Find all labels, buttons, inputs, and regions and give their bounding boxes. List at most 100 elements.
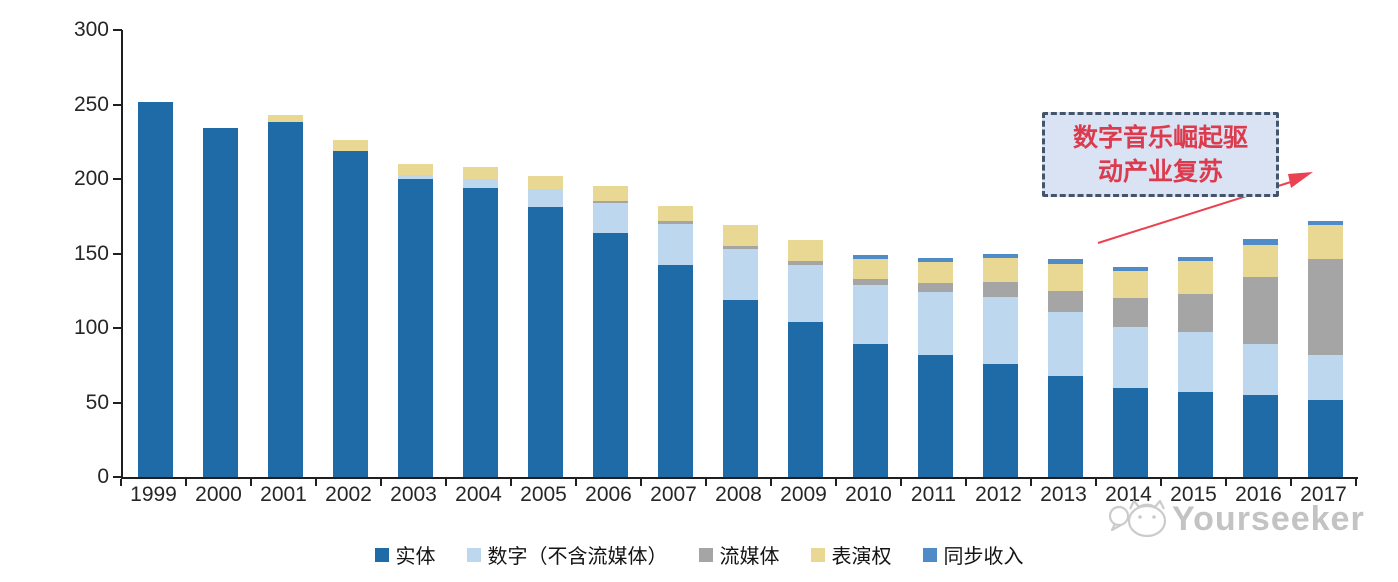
- x-axis-label-2001: 2001: [260, 483, 307, 506]
- bar-segment-sync: [1048, 259, 1083, 264]
- watermark-cat-logo-icon: [1108, 499, 1167, 538]
- bar-segment-physical: [528, 207, 563, 477]
- bar-segment-performance_rights: [723, 225, 758, 247]
- legend-swatch-digital_excl_streaming: [466, 547, 481, 562]
- bar-slot-2012: [968, 30, 1033, 477]
- bar-slot-1999: [123, 30, 188, 477]
- bar-slot-2002: [318, 30, 383, 477]
- bar-segment-performance_rights: [1178, 260, 1213, 294]
- bar-segment-digital_excl_streaming: [593, 202, 628, 233]
- legend-item-digital_excl_streaming: 数字（不含流媒体）: [466, 540, 668, 569]
- y-axis-tick: [113, 401, 122, 404]
- x-axis-tick: [575, 479, 577, 486]
- x-axis-tick: [640, 479, 642, 486]
- bar-segment-streaming: [983, 281, 1018, 297]
- bar-segment-performance_rights: [983, 258, 1018, 282]
- bar-slot-2014: [1098, 30, 1163, 477]
- stacked-bar-2002: [333, 140, 368, 477]
- x-axis-tick: [315, 479, 317, 486]
- legend-label-sync: 同步收入: [943, 544, 1024, 568]
- x-axis-label-2004: 2004: [455, 483, 502, 506]
- y-axis-tick: [113, 29, 122, 31]
- stacked-bar-2011: [918, 257, 953, 477]
- bar-segment-performance_rights: [853, 259, 888, 279]
- bar-segment-streaming: [1178, 293, 1213, 333]
- bar-segment-physical: [983, 363, 1018, 477]
- x-axis-label-2017: 2017: [1300, 483, 1347, 506]
- bar-slot-2008: [708, 30, 773, 477]
- x-axis-tick: [250, 479, 252, 486]
- bar-segment-streaming: [788, 260, 823, 266]
- x-axis-tick: [185, 479, 187, 486]
- legend-label-streaming: 流媒体: [719, 544, 780, 568]
- bar-segment-sync: [918, 257, 953, 263]
- bar-segment-physical: [918, 354, 953, 477]
- bar-segment-streaming: [723, 246, 758, 250]
- bar-segment-sync: [1308, 220, 1343, 226]
- bar-segment-physical: [268, 122, 303, 477]
- bar-segment-physical: [203, 128, 238, 477]
- x-axis-tick: [120, 479, 122, 486]
- stacked-bar-1999: [138, 101, 173, 477]
- bar-slot-2009: [773, 30, 838, 477]
- stacked-bar-2003: [398, 164, 433, 477]
- bar-slot-2005: [513, 30, 578, 477]
- legend-swatch-performance_rights: [810, 547, 825, 562]
- legend-swatch-sync: [922, 547, 937, 562]
- watermark-text: Yourseeker: [1172, 499, 1365, 538]
- x-axis-label-2015: 2015: [1170, 483, 1217, 506]
- bar-segment-physical: [1113, 387, 1148, 477]
- watermark: Yourseeker: [1106, 496, 1365, 542]
- bar-segment-performance_rights: [593, 186, 628, 202]
- bar-segment-digital_excl_streaming: [853, 284, 888, 345]
- x-axis-label-2008: 2008: [715, 483, 762, 506]
- legend-swatch-streaming: [698, 547, 713, 562]
- bar-segment-physical: [333, 150, 368, 477]
- x-axis-tick: [770, 479, 772, 486]
- bar-segment-digital_excl_streaming: [1243, 344, 1278, 396]
- y-axis-tick-label: 0: [97, 465, 109, 488]
- bar-segment-streaming: [658, 220, 693, 224]
- legend-label-performance_rights: 表演权: [831, 544, 892, 568]
- legend-swatch-physical: [374, 547, 389, 562]
- x-axis-tick: [1225, 479, 1227, 486]
- bar-segment-digital_excl_streaming: [1178, 332, 1213, 393]
- stacked-bar-2007: [658, 205, 693, 477]
- x-axis-label-2014: 2014: [1105, 483, 1152, 506]
- bar-slot-2001: [253, 30, 318, 477]
- bar-segment-performance_rights: [268, 114, 303, 123]
- annotation-text-line1: 数字音乐崛起驱: [1072, 122, 1248, 152]
- x-axis-label-2013: 2013: [1040, 483, 1087, 506]
- bar-segment-physical: [593, 232, 628, 477]
- x-axis-tick: [445, 479, 447, 486]
- bar-segment-physical: [1308, 399, 1343, 477]
- bar-slot-2013: [1033, 30, 1098, 477]
- x-axis-label-2012: 2012: [975, 483, 1022, 506]
- bar-segment-sync: [983, 253, 1018, 258]
- x-axis-label-2000: 2000: [195, 483, 242, 506]
- legend-label-physical: 实体: [395, 544, 436, 568]
- y-axis-tick: [113, 327, 122, 329]
- bar-slot-2010: [838, 30, 903, 477]
- x-axis-label-2011: 2011: [910, 483, 957, 506]
- x-axis-label-1999: 1999: [130, 483, 177, 506]
- x-axis-tick: [965, 479, 967, 486]
- bar-segment-physical: [658, 265, 693, 477]
- x-axis-label-2005: 2005: [520, 483, 567, 506]
- bar-segment-sync: [1178, 256, 1213, 261]
- bar-slot-2017: [1293, 30, 1358, 477]
- y-axis-tick-label: 150: [73, 241, 109, 265]
- x-axis-tick: [900, 479, 902, 486]
- y-axis-tick-label: 100: [73, 316, 109, 339]
- bar-segment-digital_excl_streaming: [983, 296, 1018, 364]
- bar-segment-physical: [853, 344, 888, 477]
- bar-segment-digital_excl_streaming: [918, 292, 953, 355]
- bar-segment-digital_excl_streaming: [723, 249, 758, 300]
- bar-segment-physical: [398, 179, 433, 477]
- legend-label-digital_excl_streaming: 数字（不含流媒体）: [487, 544, 668, 568]
- bar-segment-digital_excl_streaming: [528, 189, 563, 208]
- y-axis-tick: [113, 103, 122, 106]
- bar-slot-2003: [383, 30, 448, 477]
- x-axis-tick: [1160, 479, 1162, 486]
